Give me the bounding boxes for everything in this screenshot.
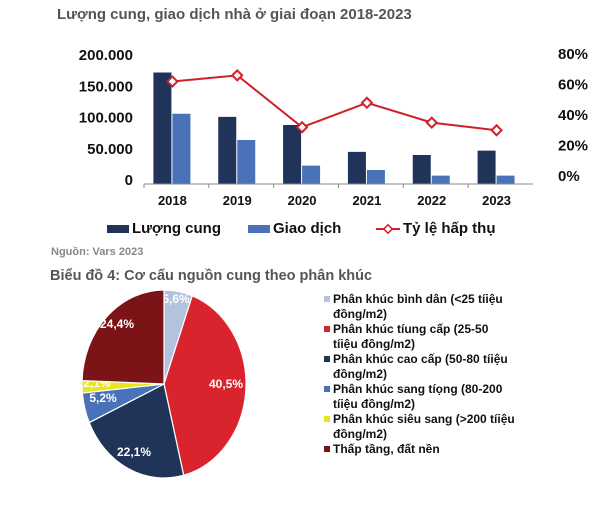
x-tick-label: 2023 (482, 193, 511, 208)
y2-tick-label: 60% (558, 77, 588, 94)
pie-data-label: 40,5% (209, 377, 243, 391)
pie-slice (163, 289, 194, 385)
y-tick-label: 200.000 (79, 47, 133, 64)
legend-swatch (324, 296, 330, 302)
legend-label: Thấp tầng, đất nền (333, 442, 440, 456)
x-tick-label: 2022 (417, 193, 446, 208)
line-ty-le-hap-thu (172, 74, 497, 132)
legend-swatch (324, 386, 330, 392)
legend-item-ty-le-hap-thu: Tỷ lệ hấp thụ (376, 220, 496, 237)
bar-luong-cung (153, 72, 172, 184)
x-tick-label: 2019 (223, 193, 252, 208)
pie-data-label: 5,6% (162, 292, 190, 306)
bar-luong-cung (477, 150, 496, 184)
legend-swatch (324, 326, 330, 332)
line-point-marker (230, 68, 244, 82)
y-tick-label: 50.000 (87, 141, 133, 158)
x-tick-label: 2020 (288, 193, 317, 208)
y2-tick-label: 40% (558, 107, 588, 124)
line-point-marker (360, 96, 374, 110)
y2-tick-label: 80% (558, 46, 588, 63)
line-point-marker (490, 123, 503, 137)
line-point-marker (295, 120, 309, 134)
bar-giao-dich (431, 175, 450, 184)
bar-luong-cung (283, 125, 302, 184)
bar-chart: 0 50.000 100.000 150.000 200.000 0% 20% 40% 60% 8… (79, 46, 588, 208)
legend-swatch (248, 224, 270, 233)
bar-giao-dich (237, 140, 256, 184)
bar-giao-dich (172, 113, 191, 184)
line-point-marker (166, 75, 179, 88)
legend-item-giao-dich: Giao dịch (248, 220, 341, 237)
x-tick-label: 2021 (352, 193, 381, 208)
pie-slice (81, 289, 165, 385)
pie-data-label: 2,1% (83, 376, 111, 390)
pie-legend: Phân khúc bình dân (<25 tíiệu đồng/m2) P… (324, 292, 554, 457)
bar-chart-title: Lượng cung, giao dịch nhà ở giai đoạn 20… (57, 6, 412, 23)
y2-tick-label: 20% (558, 138, 588, 155)
pie-slice (88, 383, 185, 479)
legend-label: Phân khúc siêu sang (>200 tíiệu đồng/m2) (333, 412, 515, 441)
y-tick-label: 0 (125, 172, 133, 189)
legend-label: Phân khúc bình dân (<25 tíiệu đồng/m2) (333, 292, 503, 321)
pie-slice (81, 383, 165, 424)
bar-giao-dich (302, 165, 321, 184)
bar-luong-cung (218, 116, 237, 184)
pie-chart-title: Biểu đồ 4: Cơ cấu nguồn cung theo phân k… (50, 268, 373, 284)
pie-legend-item: Phân khúc cao cấp (50-80 tíiệu đồng/m2) (324, 352, 554, 382)
legend-label: Lượng cung (132, 220, 222, 237)
y2-tick-label: 0% (558, 168, 580, 185)
legend-swatch (107, 224, 129, 233)
legend-item-luong-cung: Lượng cung (107, 220, 221, 237)
pie-legend-item: Phân khúc tíung cấp (25-50 tíiệu đồng/m2… (324, 322, 554, 352)
y-tick-label: 100.000 (79, 110, 133, 127)
pie-legend-item: Thấp tầng, đất nền (324, 442, 554, 457)
source-note: Nguồn: Vars 2023 (51, 246, 144, 258)
legend-label: Tỷ lệ hấp thụ (403, 220, 496, 237)
legend-swatch (324, 356, 330, 362)
line-point-marker (425, 116, 439, 129)
pie-legend-item: Phân khúc bình dân (<25 tíiệu đồng/m2) (324, 292, 554, 322)
bar-luong-cung (347, 151, 366, 184)
pie-data-label: 5,2% (89, 391, 117, 405)
pie-slice (163, 294, 247, 477)
pie-data-label: 24,4% (100, 317, 134, 331)
legend-label: Giao dịch (273, 220, 342, 237)
legend-label: Phân khúc tíung cấp (25-50 tíiệu đồng/m2… (333, 322, 489, 351)
legend-label: Phân khúc cao cấp (50-80 tíiệu đồng/m2) (333, 352, 508, 381)
pie-legend-item: Phân khúc sang tíọng (80-200 tíiệu đồng/… (324, 382, 554, 412)
pie-data-label: 22,1% (117, 445, 151, 459)
y-tick-label: 150.000 (79, 78, 133, 95)
bar-giao-dich (366, 170, 385, 184)
pie-legend-item: Phân khúc siêu sang (>200 tíiệu đồng/m2) (324, 412, 554, 442)
x-tick-label: 2018 (158, 193, 187, 208)
bar-giao-dich (496, 175, 515, 184)
legend-label: Phân khúc sang tíọng (80-200 tíiệu đồng/… (333, 382, 503, 411)
pie-slice (81, 379, 165, 394)
legend-swatch (324, 446, 330, 452)
line-marker-icon (376, 223, 400, 234)
legend-swatch (324, 416, 330, 422)
bar-luong-cung (412, 155, 431, 184)
